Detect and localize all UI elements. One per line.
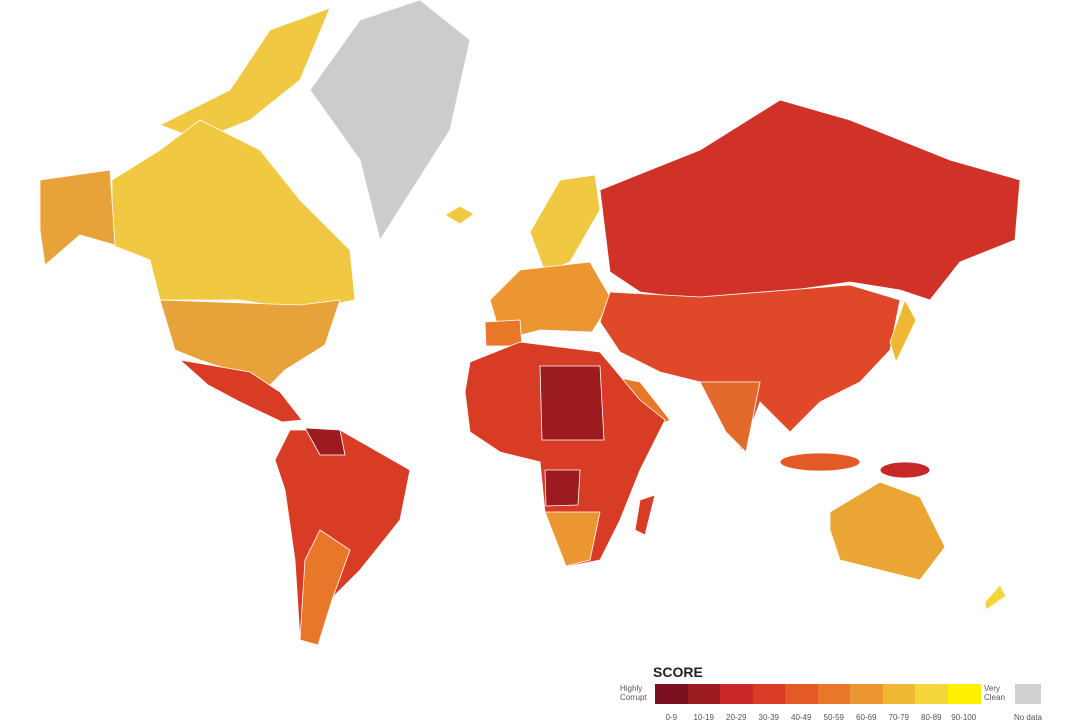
legend-title: SCORE	[653, 664, 703, 680]
sahel	[539, 365, 605, 441]
alaska	[39, 169, 116, 266]
legend-swatch	[752, 684, 786, 704]
legend-bin-label: 10-19	[693, 713, 714, 722]
legend-bin-label: 90-100	[951, 713, 977, 722]
indonesia	[779, 452, 861, 472]
new-zealand	[984, 584, 1007, 611]
countries	[39, 0, 1021, 646]
mexico	[178, 359, 303, 423]
russia	[599, 99, 1021, 301]
madagascar	[634, 494, 656, 536]
argentina-chile	[299, 529, 351, 646]
legend-bin-label: 70-79	[888, 713, 909, 722]
venezuela	[304, 427, 346, 456]
india	[699, 381, 761, 453]
greenland	[309, 0, 471, 242]
legend-swatch	[655, 684, 688, 704]
asia	[599, 284, 901, 451]
legend-bin-label: 50-59	[823, 713, 844, 722]
iceland	[444, 205, 475, 225]
legend-swatch	[850, 684, 883, 704]
australia	[829, 481, 946, 581]
arctic-islands	[159, 7, 331, 141]
legend-swatch	[915, 684, 948, 704]
legend-swatch	[947, 684, 981, 704]
legend-swatch	[687, 684, 721, 704]
scandinavia	[529, 174, 601, 273]
usa	[159, 299, 341, 386]
legend-no-data-swatch	[1015, 684, 1041, 704]
legend-high-label: Very Clean	[984, 684, 1005, 702]
legend-bin-label: 60-69	[856, 713, 877, 722]
legend-swatch	[720, 684, 753, 704]
legend-bin-label: 80-89	[921, 713, 942, 722]
legend-bin-label: 20-29	[726, 713, 747, 722]
south-america	[274, 429, 411, 646]
legend-swatch	[817, 684, 851, 704]
legend-swatch	[785, 684, 818, 704]
legend-swatch	[882, 684, 916, 704]
angola	[544, 469, 581, 507]
japan	[889, 299, 917, 364]
new-guinea	[879, 461, 931, 479]
africa	[464, 341, 666, 567]
canada	[111, 119, 356, 311]
legend-low-label: Highly Corrupt	[620, 684, 647, 702]
southern-africa	[544, 511, 601, 567]
legend-bin-label: 40-49	[791, 713, 812, 722]
legend-no-data-label: No data	[1013, 713, 1043, 722]
legend-bin-label: 0-9	[665, 713, 678, 722]
iberia	[484, 319, 523, 347]
legend-bin-label: 30-39	[758, 713, 779, 722]
